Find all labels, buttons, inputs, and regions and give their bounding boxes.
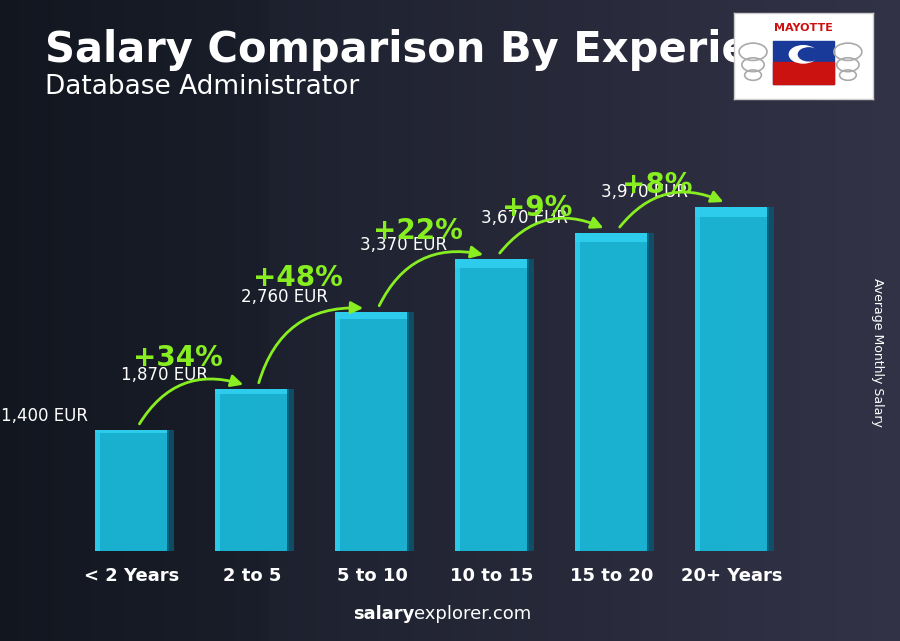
Bar bbox=[772, 40, 834, 84]
Bar bbox=[772, 62, 834, 84]
Bar bbox=[575, 233, 580, 551]
Bar bbox=[575, 233, 649, 551]
Bar bbox=[167, 429, 174, 551]
Bar bbox=[215, 389, 220, 551]
Bar bbox=[647, 233, 654, 551]
Text: salary: salary bbox=[353, 605, 414, 623]
Bar bbox=[335, 312, 340, 551]
Bar bbox=[695, 206, 700, 551]
Bar bbox=[767, 206, 774, 551]
Bar bbox=[527, 259, 534, 551]
Text: 3,970 EUR: 3,970 EUR bbox=[600, 183, 688, 201]
Text: 1,870 EUR: 1,870 EUR bbox=[121, 366, 208, 384]
Bar bbox=[94, 429, 169, 551]
Text: +48%: +48% bbox=[253, 264, 343, 292]
Text: +22%: +22% bbox=[373, 217, 463, 245]
Text: 1,400 EUR: 1,400 EUR bbox=[1, 406, 87, 424]
Text: MAYOTTE: MAYOTTE bbox=[774, 23, 832, 33]
Text: +34%: +34% bbox=[132, 344, 222, 372]
Bar bbox=[575, 233, 649, 242]
Bar bbox=[215, 389, 289, 551]
Text: +8%: +8% bbox=[622, 171, 693, 199]
Text: 3,370 EUR: 3,370 EUR bbox=[361, 235, 447, 254]
Bar bbox=[695, 206, 770, 217]
Bar bbox=[335, 312, 410, 319]
Bar bbox=[335, 312, 410, 551]
Bar bbox=[695, 206, 770, 551]
Text: 2,760 EUR: 2,760 EUR bbox=[240, 288, 328, 306]
Bar bbox=[287, 389, 294, 551]
Text: 3,670 EUR: 3,670 EUR bbox=[481, 210, 568, 228]
Bar bbox=[407, 312, 414, 551]
Bar bbox=[454, 259, 529, 267]
Bar bbox=[454, 259, 529, 551]
Text: Average Monthly Salary: Average Monthly Salary bbox=[871, 278, 884, 427]
Circle shape bbox=[798, 48, 819, 61]
Bar bbox=[94, 429, 169, 433]
Bar bbox=[94, 429, 100, 551]
Circle shape bbox=[789, 46, 817, 63]
Text: Database Administrator: Database Administrator bbox=[45, 74, 359, 100]
Bar bbox=[215, 389, 289, 394]
Text: explorer.com: explorer.com bbox=[414, 605, 531, 623]
Text: +9%: +9% bbox=[502, 194, 572, 222]
Bar bbox=[454, 259, 460, 551]
Text: Salary Comparison By Experience: Salary Comparison By Experience bbox=[45, 29, 832, 71]
